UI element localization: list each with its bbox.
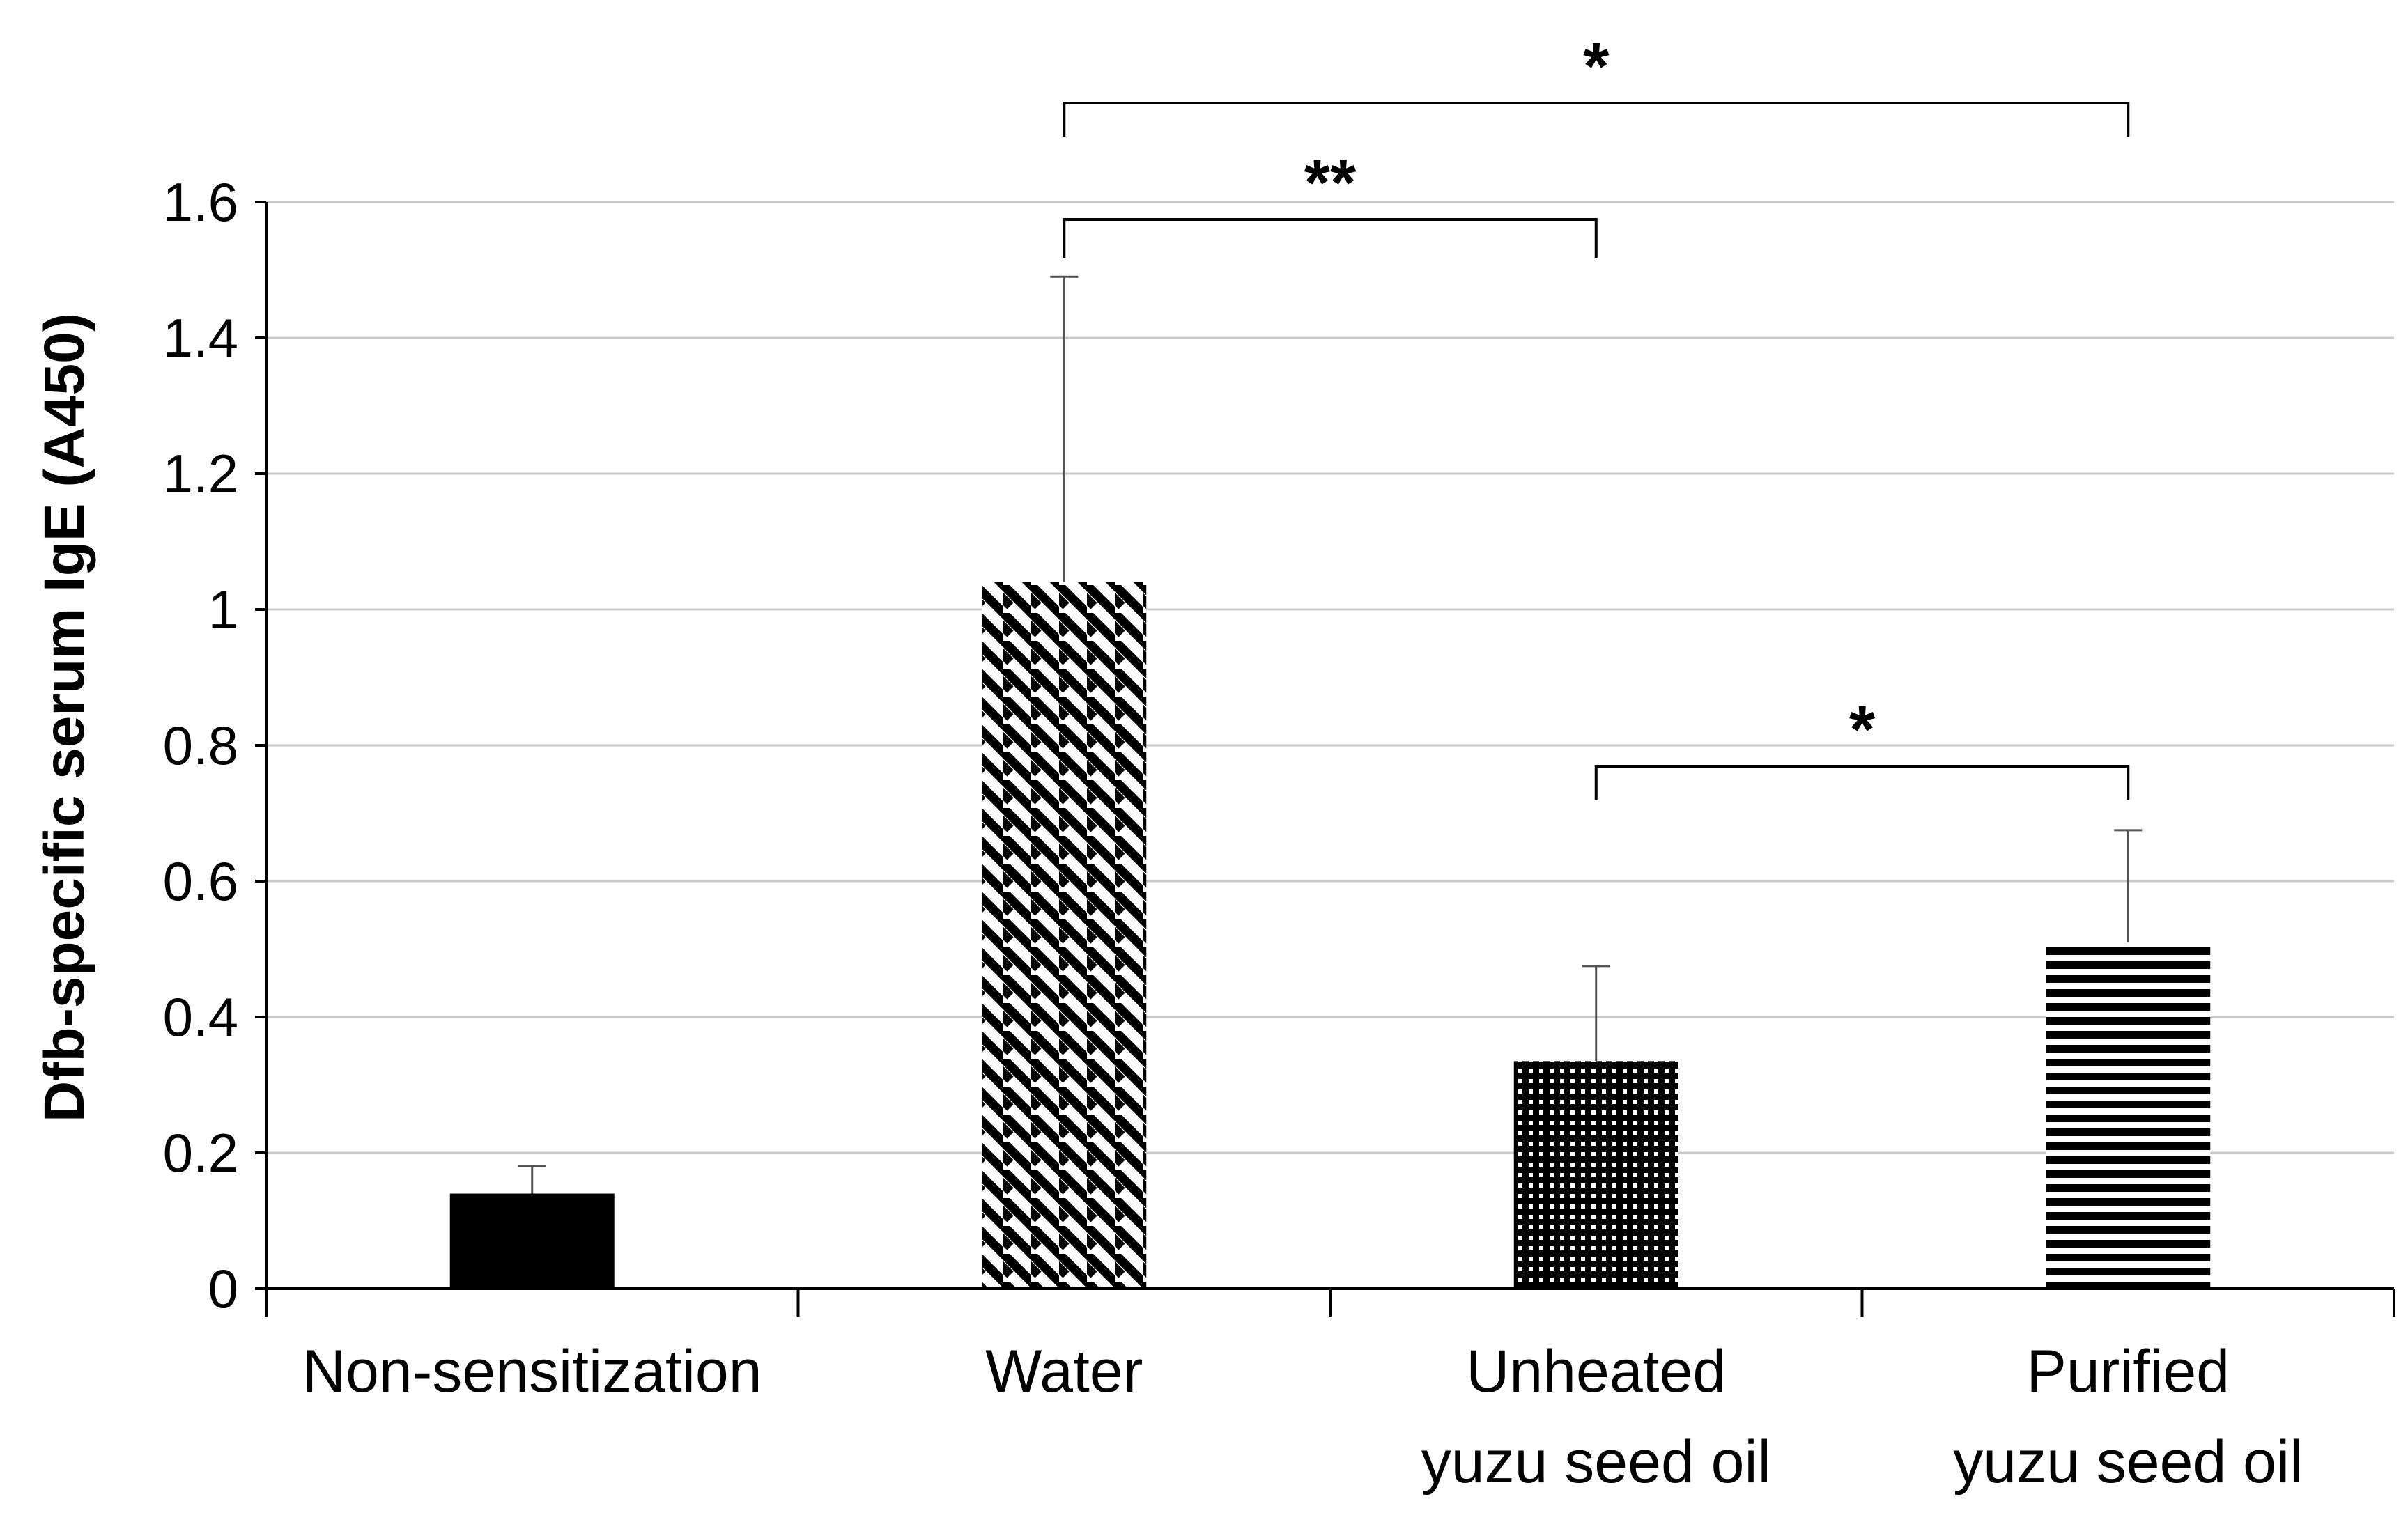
significance-brackets: **** xyxy=(1063,29,2130,800)
y-tick-label: 0 xyxy=(208,1258,238,1319)
y-axis-title: Dfb-specific serum IgE (A450) xyxy=(33,313,96,1122)
x-category-label: Non-sensitization xyxy=(302,1338,762,1405)
x-category-label-line2: yuzu seed oil xyxy=(1421,1429,1771,1496)
y-tick-label: 0.6 xyxy=(163,851,238,912)
x-category-label-line2: yuzu seed oil xyxy=(1953,1429,2303,1496)
significance-label: * xyxy=(1849,692,1876,767)
significance-bracket xyxy=(1594,765,2130,800)
y-tick-label: 1 xyxy=(208,579,238,640)
bar-unheated-yuzu-seed-oil xyxy=(1513,1061,1678,1289)
x-category-label: Unheated xyxy=(1466,1338,1726,1405)
y-tick-label: 0.4 xyxy=(163,986,238,1048)
significance-bracket xyxy=(1063,218,1598,258)
significance-bracket xyxy=(1063,102,2130,137)
significance-label: ** xyxy=(1304,146,1357,220)
y-tick-label: 1.2 xyxy=(163,443,238,504)
y-tick-label: 1.6 xyxy=(163,171,238,233)
bar-water xyxy=(982,582,1147,1289)
significance-label: * xyxy=(1583,29,1610,104)
gridlines xyxy=(266,201,2394,1154)
x-category-label: Water xyxy=(985,1338,1143,1405)
y-tick-label: 1.4 xyxy=(163,307,238,368)
bar-purified-yuzu-seed-oil xyxy=(2046,942,2211,1289)
bars xyxy=(449,275,2211,1289)
y-tick-label: 0.2 xyxy=(163,1122,238,1183)
bar-non-sensitization xyxy=(449,1193,615,1289)
x-category-label: Purified xyxy=(2026,1338,2230,1405)
y-tick-label: 0.8 xyxy=(163,715,238,776)
axes: 0 0.2 0.4 0.6 0.8 1 1.2 1.4 1.6 Non-sensitization… xyxy=(163,171,2395,1496)
